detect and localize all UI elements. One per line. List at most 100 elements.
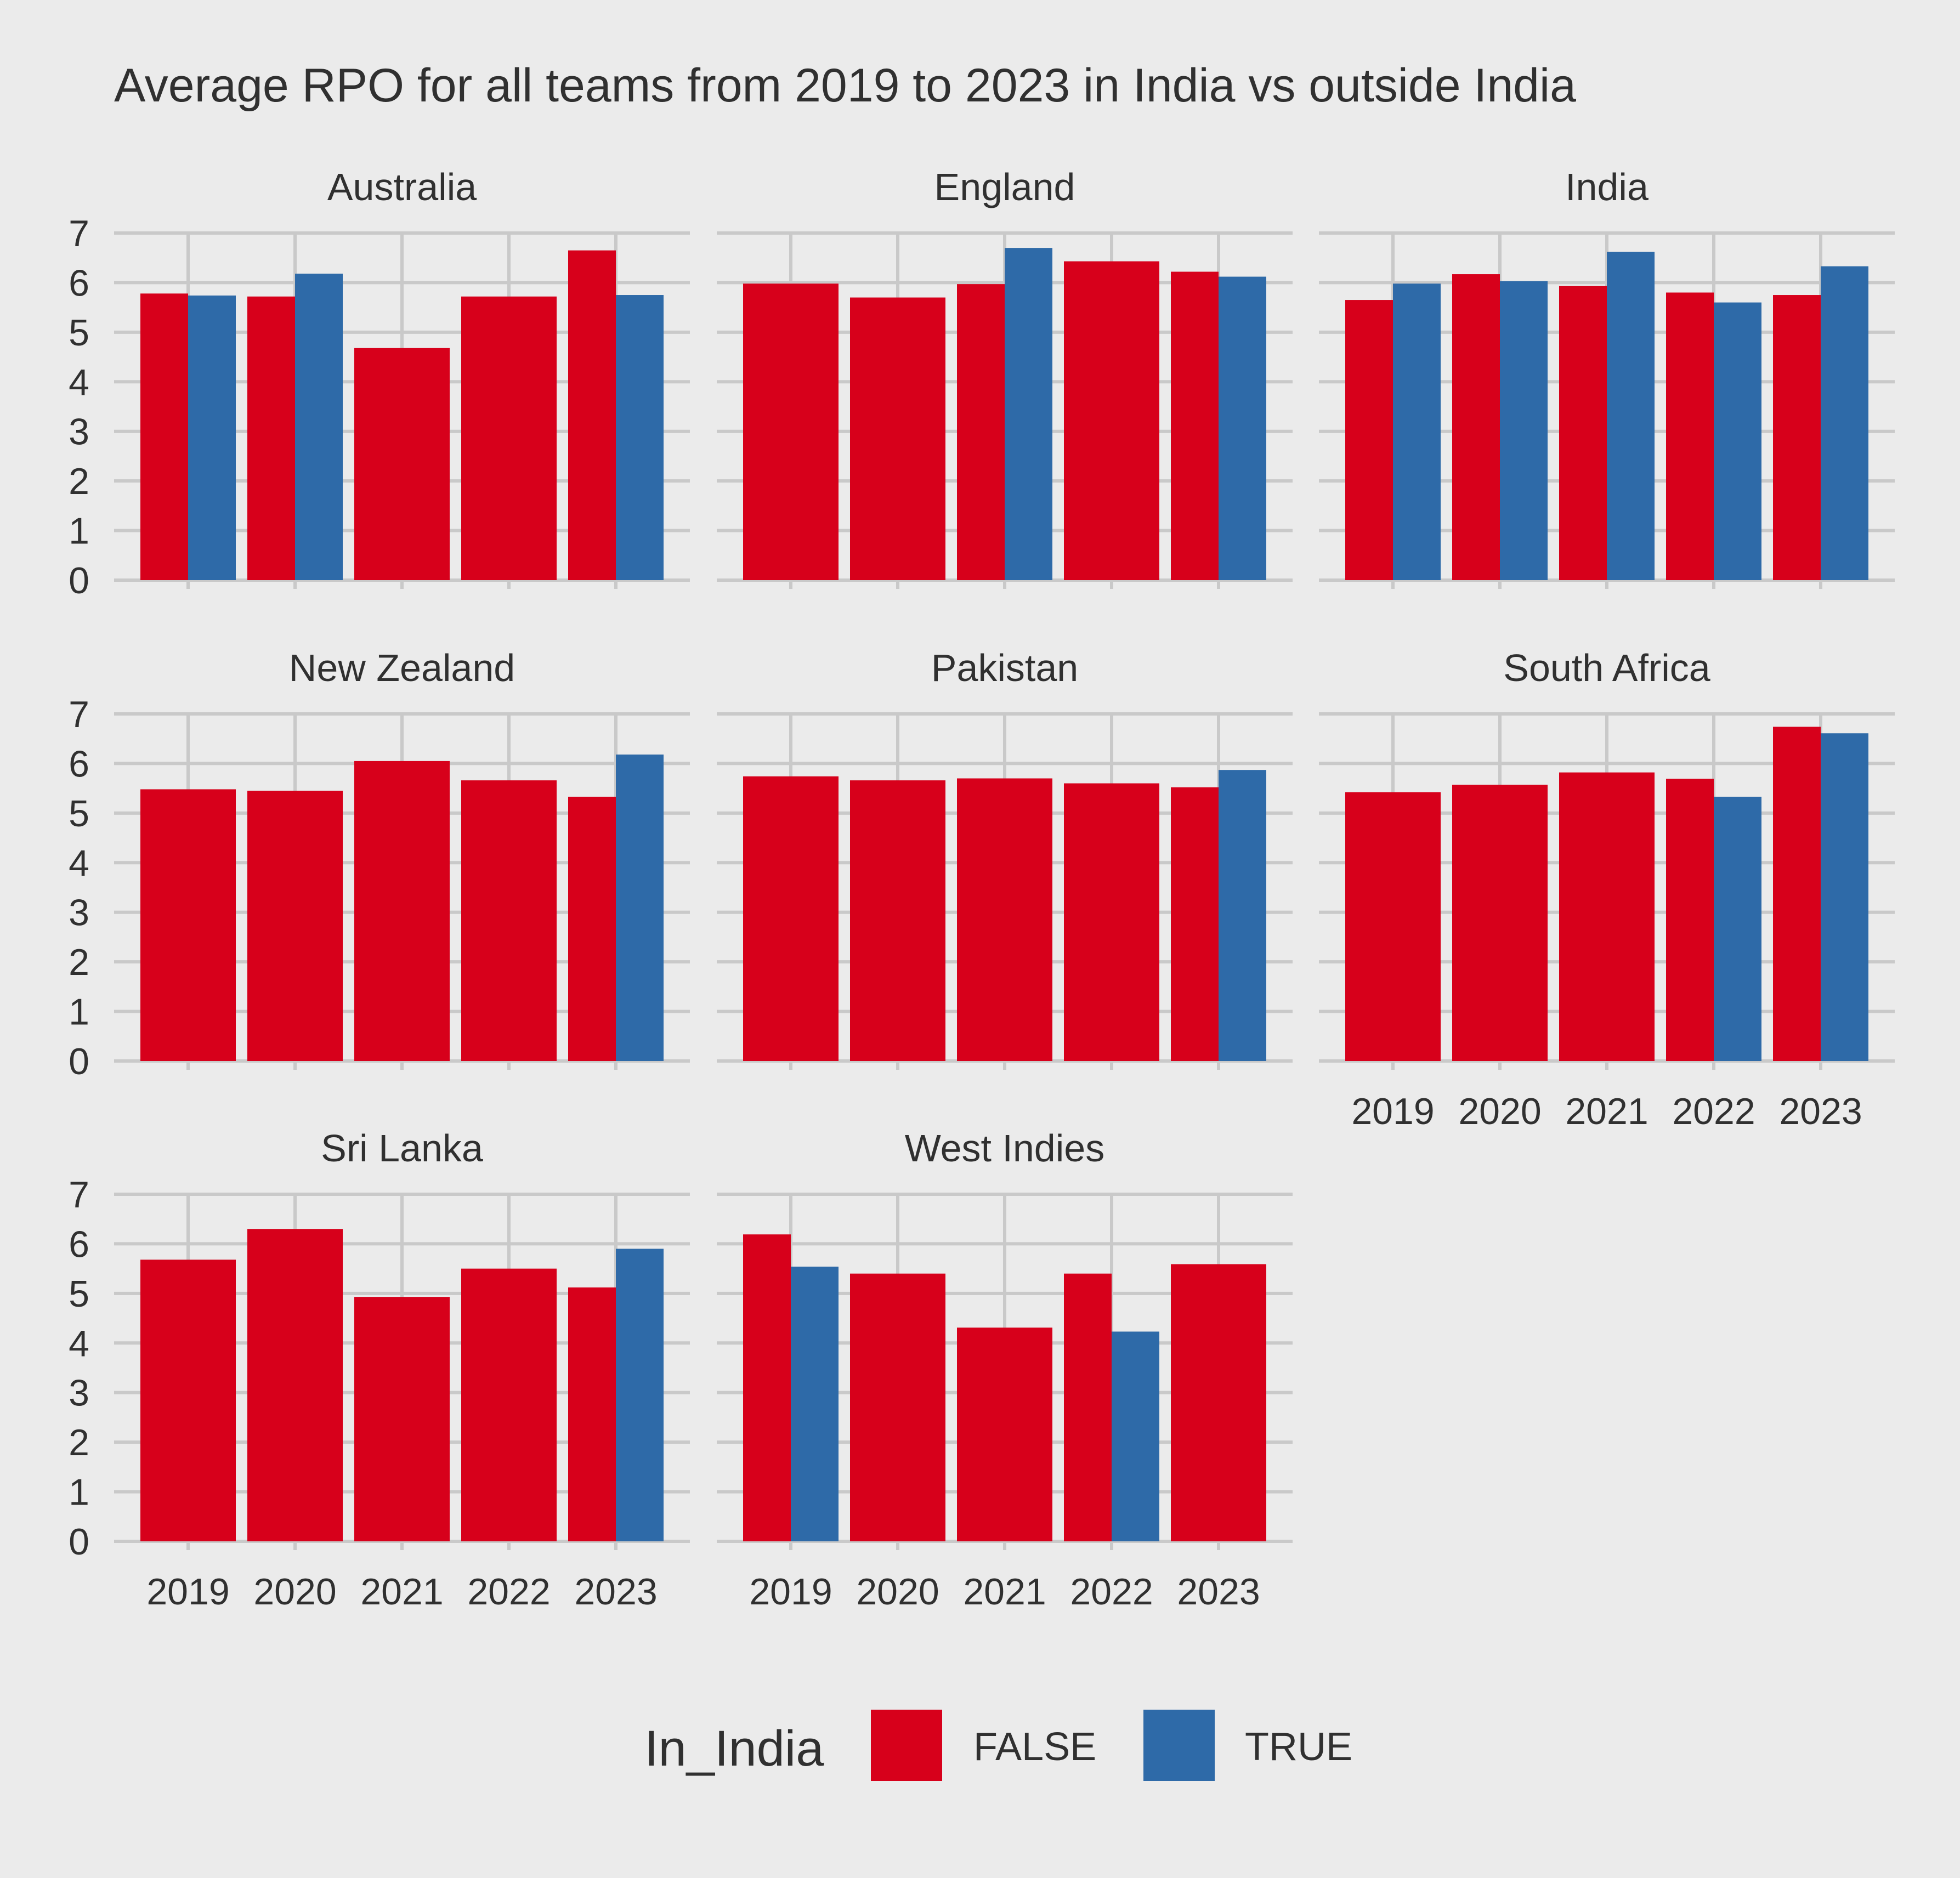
y-tick-label: 4	[69, 1323, 89, 1364]
y-tick-label: 2	[69, 941, 89, 983]
bar-false	[1559, 772, 1655, 1061]
legend-title: In_India	[644, 1721, 824, 1777]
x-tick-label: 2020	[253, 1571, 336, 1613]
legend: In_India FALSE TRUE	[644, 1710, 1352, 1781]
bar-false	[1171, 1264, 1266, 1541]
bar-true	[616, 754, 664, 1061]
facet-panels: Australia 0 1 2 3 4 5 6 7 England India New Zealand…	[69, 166, 1895, 1613]
bar-false	[1773, 727, 1821, 1061]
bar-false	[1064, 1273, 1112, 1541]
y-tick-label: 6	[69, 743, 89, 785]
bar-false	[957, 284, 1005, 580]
y-tick-label: 1	[69, 991, 89, 1033]
bar-false	[957, 1327, 1052, 1541]
bar-true	[295, 274, 343, 580]
panel-sri-lanka: Sri Lanka 0 1 2 3 4 5 6 7 2019 2020 2021 2022 2023	[69, 1127, 690, 1613]
bar-false	[461, 296, 557, 580]
panel-west-indies: West Indies 2019 2020 2021 2022 2023	[717, 1127, 1293, 1613]
bar-false	[140, 1259, 236, 1541]
bar-true	[1607, 252, 1655, 580]
facet-label: West Indies	[905, 1127, 1104, 1170]
x-tick-label: 2021	[1565, 1091, 1648, 1132]
x-tick-label: 2019	[146, 1571, 229, 1613]
bar-true	[1821, 266, 1868, 580]
y-tick-label: 4	[69, 842, 89, 884]
bar-true	[188, 295, 236, 580]
panel-india: India	[1319, 166, 1895, 589]
bar-false	[743, 283, 839, 580]
bar-false	[247, 296, 295, 580]
y-tick-label: 1	[69, 1472, 89, 1513]
x-tick-label: 2020	[856, 1571, 939, 1613]
facet-label: Sri Lanka	[321, 1127, 483, 1170]
bar-false	[140, 789, 236, 1061]
y-tick-label: 0	[69, 1521, 89, 1563]
bar-false	[354, 761, 450, 1061]
bar-false	[1666, 779, 1714, 1061]
bar-true	[1219, 770, 1266, 1061]
y-tick-label: 6	[69, 262, 89, 304]
facet-label: South Africa	[1503, 646, 1710, 689]
x-tick-label: 2022	[1070, 1571, 1153, 1613]
y-tick-label: 3	[69, 411, 89, 453]
bar-false	[1666, 292, 1714, 580]
x-tick-label: 2022	[467, 1571, 550, 1613]
bar-false	[850, 297, 945, 580]
bar-false	[354, 348, 450, 580]
bar-true	[791, 1267, 839, 1541]
bar-true	[1714, 797, 1761, 1061]
legend-label-false: FALSE	[973, 1725, 1096, 1769]
x-tick-label: 2023	[574, 1571, 657, 1613]
bar-false	[247, 1229, 343, 1541]
bar-true	[1219, 276, 1266, 580]
y-tick-label: 5	[69, 312, 89, 354]
bar-false	[1452, 274, 1500, 580]
x-tick-label: 2023	[1177, 1571, 1260, 1613]
bar-true	[1821, 733, 1868, 1061]
bar-false	[568, 797, 616, 1061]
y-tick-label: 2	[69, 1422, 89, 1463]
bar-false	[1452, 785, 1548, 1061]
bar-false	[1345, 792, 1441, 1061]
bar-true	[1112, 1331, 1159, 1541]
bar-false	[461, 1268, 557, 1541]
bar-false	[1171, 271, 1219, 580]
bar-true	[1393, 283, 1441, 580]
bar-true	[1500, 281, 1548, 580]
x-tick-label: 2019	[749, 1571, 832, 1613]
y-tick-label: 7	[69, 694, 89, 735]
x-tick-label: 2023	[1779, 1091, 1862, 1132]
bar-false	[1773, 295, 1821, 580]
bar-false	[1345, 300, 1393, 580]
facet-label: England	[934, 166, 1075, 208]
x-tick-label: 2019	[1351, 1091, 1434, 1132]
bar-false	[461, 780, 557, 1061]
bar-true	[616, 295, 664, 580]
y-tick-label: 3	[69, 1372, 89, 1414]
y-tick-label: 0	[69, 1041, 89, 1082]
bar-false	[743, 1234, 791, 1541]
facet-label: Australia	[327, 166, 477, 208]
y-tick-label: 5	[69, 793, 89, 835]
y-tick-label: 1	[69, 510, 89, 552]
bar-false	[1064, 783, 1159, 1061]
bar-false	[1559, 286, 1607, 580]
panel-pakistan: Pakistan	[717, 646, 1293, 1070]
bar-false	[568, 250, 616, 580]
y-tick-label: 4	[69, 361, 89, 403]
legend-swatch-false	[871, 1710, 942, 1781]
y-tick-label: 5	[69, 1273, 89, 1315]
bar-false	[247, 791, 343, 1061]
bar-true	[1005, 248, 1052, 581]
bar-false	[850, 780, 945, 1061]
bar-false	[568, 1287, 616, 1541]
y-tick-label: 2	[69, 461, 89, 502]
panel-new-zealand: New Zealand 0 1 2 3 4 5 6 7	[69, 646, 690, 1082]
panel-south-africa: South Africa 2019 2020 2021 2022 2023	[1319, 646, 1895, 1132]
bar-false	[743, 776, 839, 1061]
facet-label: New Zealand	[289, 646, 515, 689]
y-tick-label: 7	[69, 1174, 89, 1216]
y-tick-label: 3	[69, 892, 89, 934]
panel-australia: Australia 0 1 2 3 4 5 6 7	[69, 166, 690, 602]
